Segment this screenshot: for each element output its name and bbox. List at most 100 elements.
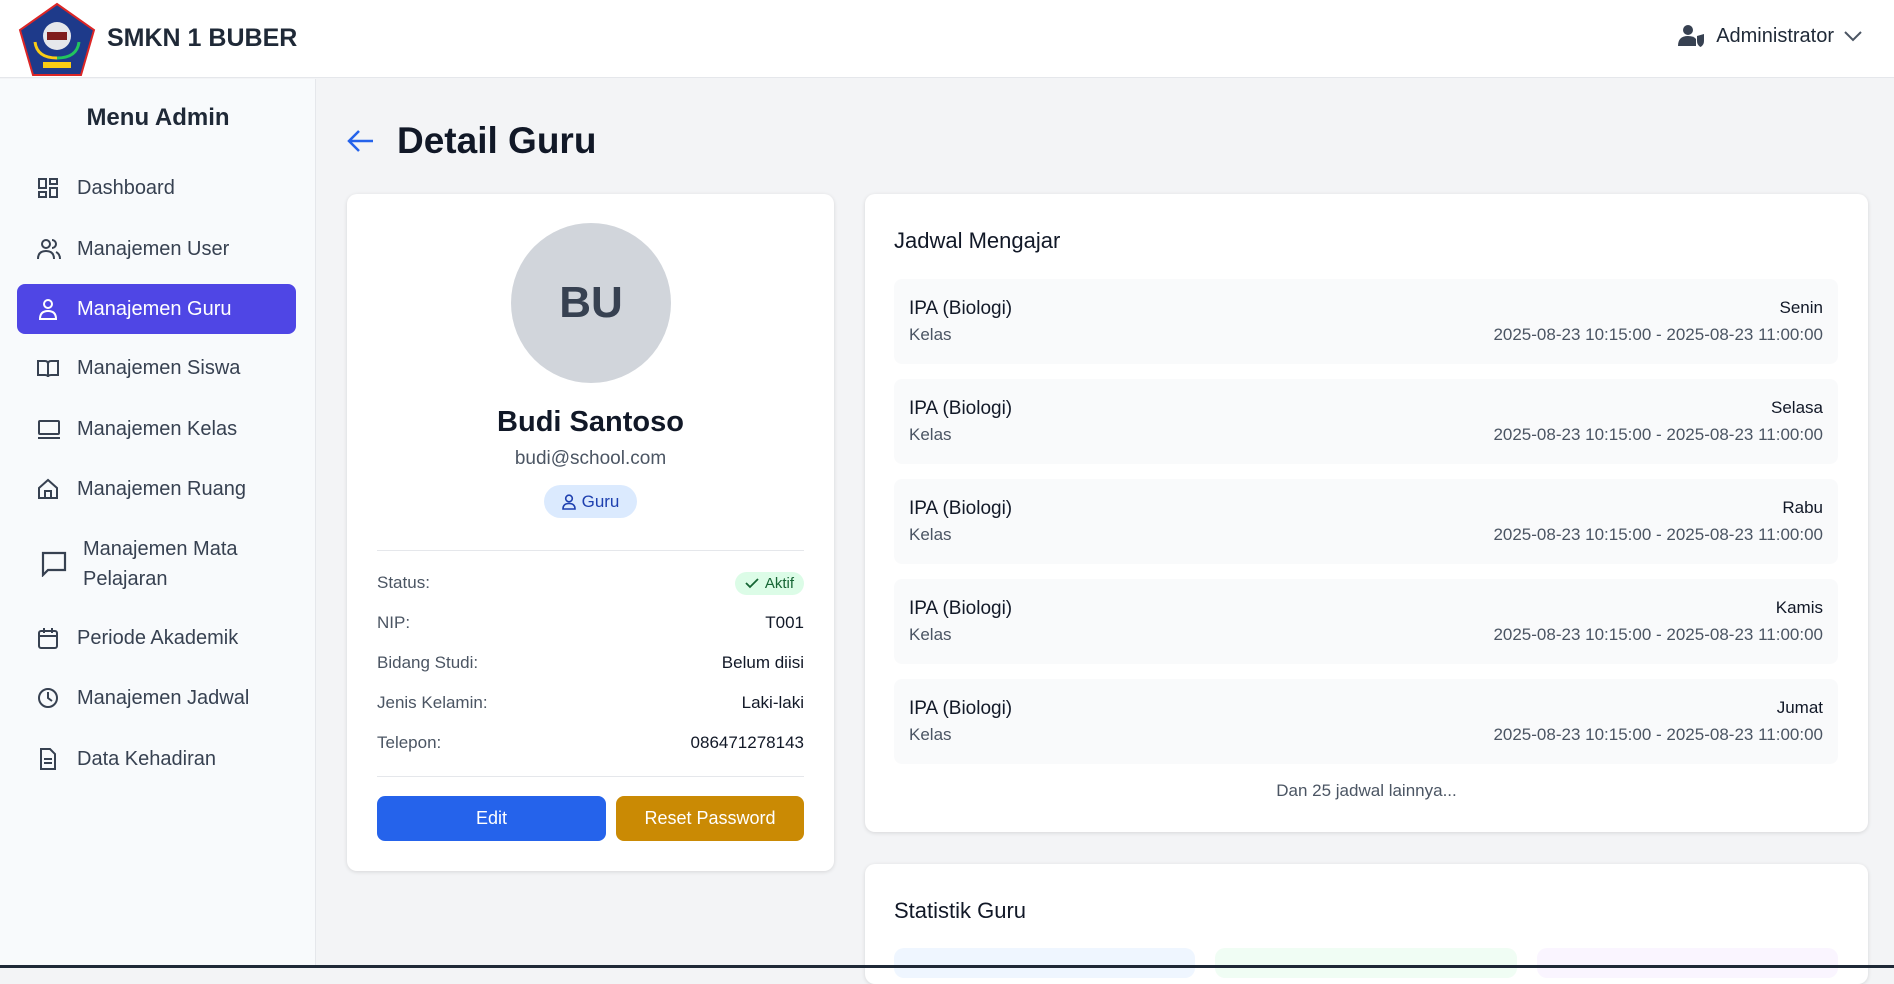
- sidebar-item-label: Manajemen Jadwal: [77, 686, 250, 709]
- field-telepon: Telepon: 086471278143: [377, 729, 804, 757]
- page-title: Detail Guru: [397, 120, 597, 161]
- role-badge: Guru: [544, 485, 637, 518]
- status-badge: Aktif: [734, 571, 804, 595]
- sidebar-item-jadwal[interactable]: Manajemen Jadwal: [17, 673, 296, 723]
- dashboard-grid-icon: [38, 178, 58, 198]
- sidebar-item-mata-pelajaran[interactable]: Manajemen Mata Pelajaran: [17, 532, 296, 596]
- schedule-item: IPA (Biologi) Kelas Jumat 2025-08-23 10:15:…: [894, 679, 1838, 764]
- book-open-icon: [37, 360, 59, 378]
- window-bottom-edge: [0, 965, 1894, 968]
- avatar: BU: [511, 223, 671, 383]
- time-range: 2025-08-23 10:15:00 - 2025-08-23 11:00:0…: [1493, 525, 1823, 544]
- school-logo: [18, 2, 96, 76]
- divider: [377, 776, 804, 777]
- brand-name: SMKN 1 BUBER: [107, 24, 298, 52]
- sidebar-item-kelas[interactable]: Manajemen Kelas: [17, 404, 296, 454]
- teacher-name: Budi Santoso: [497, 406, 684, 438]
- chat-square-icon: [41, 551, 67, 577]
- sidebar-item-kehadiran[interactable]: Data Kehadiran: [17, 734, 296, 784]
- sidebar: Menu Admin: [0, 79, 316, 968]
- user-icon: [561, 493, 576, 510]
- field-label: NIP:: [377, 613, 411, 632]
- stat-tile: [1537, 948, 1838, 978]
- teacher-email: budi@school.com: [514, 448, 667, 469]
- subject: IPA (Biologi): [909, 598, 1013, 619]
- sidebar-item-label: Periode Akademik: [77, 626, 239, 649]
- field-value: Belum diisi: [721, 653, 804, 672]
- sidebar-item-label: Data Kehadiran: [77, 747, 216, 770]
- sidebar-item-label: Manajemen Kelas: [77, 417, 238, 440]
- day: Rabu: [1782, 498, 1823, 517]
- schedule-item: IPA (Biologi) Kelas Senin 2025-08-23 10:15:…: [894, 279, 1838, 364]
- document-icon: [40, 748, 56, 770]
- status-value: Aktif: [764, 574, 794, 592]
- user-menu[interactable]: Administrator: [1678, 24, 1864, 48]
- sidebar-item-ruang[interactable]: Manajemen Ruang: [17, 464, 296, 514]
- field-value: 086471278143: [690, 733, 804, 752]
- day: Jumat: [1776, 698, 1823, 717]
- field-value: T001: [765, 613, 804, 632]
- chevron-down-icon: [1844, 31, 1862, 42]
- field-status: Status: Aktif: [377, 569, 804, 597]
- subject: IPA (Biologi): [909, 498, 1013, 519]
- sidebar-item-users[interactable]: Manajemen User: [17, 224, 296, 274]
- more-schedules-text: Dan 25 jadwal lainnya...: [1276, 781, 1457, 800]
- home-icon: [38, 478, 58, 499]
- sidebar-item-label: Manajemen Ruang: [77, 477, 246, 500]
- monitor-icon: [38, 420, 60, 439]
- sidebar-item-label: Manajemen Mata Pelajaran: [83, 538, 238, 590]
- sidebar-item-periode[interactable]: Periode Akademik: [17, 613, 296, 663]
- check-icon: [745, 578, 759, 589]
- calendar-icon: [38, 628, 58, 649]
- divider: [377, 550, 804, 551]
- subject: IPA (Biologi): [909, 298, 1013, 319]
- class: Kelas: [909, 525, 952, 544]
- class: Kelas: [909, 725, 952, 744]
- schedule-item: IPA (Biologi) Kelas Kamis 2025-08-23 10:15:…: [894, 579, 1838, 664]
- field-label: Status:: [377, 573, 430, 592]
- day: Senin: [1779, 298, 1823, 317]
- users-icon: [37, 239, 61, 260]
- class: Kelas: [909, 325, 952, 344]
- time-range: 2025-08-23 10:15:00 - 2025-08-23 11:00:0…: [1493, 425, 1823, 444]
- reset-password-button[interactable]: Reset Password: [616, 796, 804, 841]
- user-name: Administrator: [1716, 24, 1834, 47]
- schedule-title: Jadwal Mengajar: [894, 228, 1061, 253]
- field-value: Laki-laki: [741, 693, 804, 712]
- field-label: Bidang Studi:: [377, 653, 479, 672]
- top-header: SMKN 1 BUBER Administrator: [0, 0, 1894, 78]
- schedule-item: IPA (Biologi) Kelas Selasa 2025-08-23 10:15…: [894, 379, 1838, 464]
- subject: IPA (Biologi): [909, 698, 1013, 719]
- field-nip: NIP: T001: [377, 609, 804, 637]
- time-range: 2025-08-23 10:15:00 - 2025-08-23 11:00:0…: [1493, 725, 1823, 744]
- back-arrow-icon[interactable]: [346, 128, 376, 154]
- sidebar-item-guru[interactable]: Manajemen Guru: [17, 284, 296, 334]
- class: Kelas: [909, 625, 952, 644]
- user-shield-icon: [1678, 25, 1705, 47]
- user-icon: [38, 299, 58, 320]
- sidebar-item-label: Dashboard: [77, 176, 175, 199]
- sidebar-item-label: Manajemen Siswa: [77, 356, 241, 379]
- day: Selasa: [1771, 398, 1823, 417]
- subject: IPA (Biologi): [909, 398, 1013, 419]
- sidebar-title: Menu Admin: [86, 104, 230, 131]
- edit-button[interactable]: Edit: [377, 796, 606, 841]
- field-bidang-studi: Bidang Studi: Belum diisi: [377, 649, 804, 677]
- field-label: Telepon:: [377, 733, 442, 752]
- class: Kelas: [909, 425, 952, 444]
- field-label: Jenis Kelamin:: [377, 693, 488, 712]
- sidebar-item-label: Manajemen User: [77, 237, 230, 260]
- time-range: 2025-08-23 10:15:00 - 2025-08-23 11:00:0…: [1493, 625, 1823, 644]
- stat-tile: [1215, 948, 1517, 978]
- field-jenis-kelamin: Jenis Kelamin: Laki-laki: [377, 689, 804, 717]
- sidebar-item-label: Manajemen Guru: [77, 297, 232, 320]
- clock-icon: [38, 688, 58, 708]
- sidebar-item-dashboard[interactable]: Dashboard: [17, 163, 296, 213]
- schedule-item: IPA (Biologi) Kelas Rabu 2025-08-23 10:15:0…: [894, 479, 1838, 564]
- day: Kamis: [1775, 598, 1823, 617]
- time-range: 2025-08-23 10:15:00 - 2025-08-23 11:00:0…: [1493, 325, 1823, 344]
- stats-title: Statistik Guru: [894, 898, 1027, 923]
- stat-tile: [894, 948, 1195, 978]
- role-label: Guru: [581, 491, 620, 511]
- sidebar-item-siswa[interactable]: Manajemen Siswa: [17, 343, 296, 393]
